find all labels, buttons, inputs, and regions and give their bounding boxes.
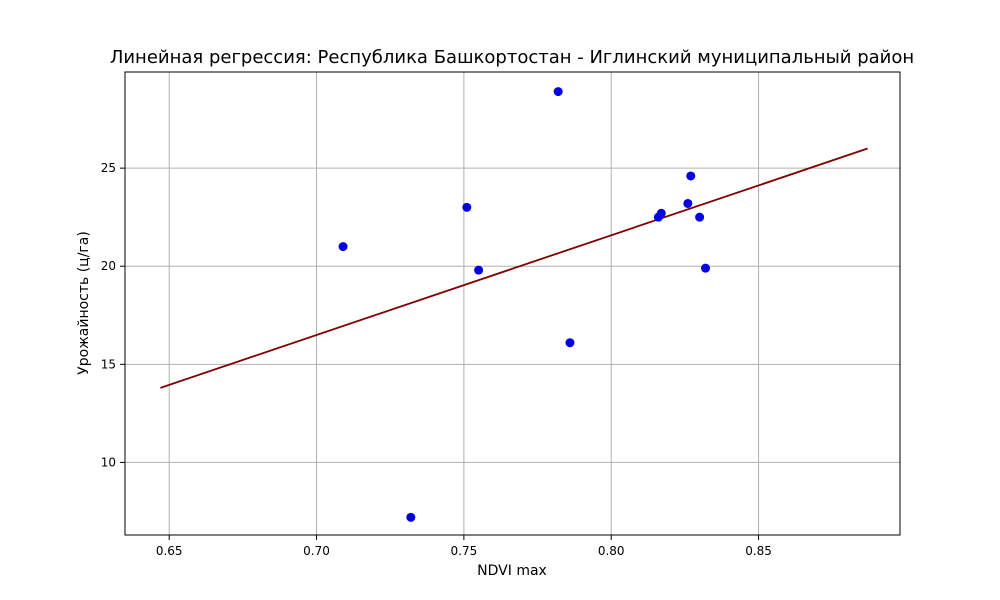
x-tick-label: 0.85	[745, 544, 772, 558]
data-point	[462, 202, 472, 212]
data-point	[686, 171, 696, 181]
data-point	[474, 265, 484, 275]
chart-title: Линейная регрессия: Республика Башкортос…	[110, 47, 914, 68]
data-point	[656, 208, 666, 218]
y-tick-label: 25	[101, 161, 116, 175]
x-tick-label: 0.80	[598, 544, 625, 558]
y-tick-label: 20	[101, 259, 116, 273]
data-point	[553, 87, 563, 97]
grid	[125, 72, 900, 535]
y-tick-label: 10	[101, 455, 116, 469]
data-point	[338, 242, 348, 252]
x-tick-label: 0.65	[156, 544, 183, 558]
y-axis-ticks: 10 15 20 25	[101, 161, 125, 469]
data-point	[695, 212, 705, 222]
data-points	[338, 87, 711, 522]
x-tick-label: 0.75	[451, 544, 478, 558]
regression-line-group	[160, 147, 868, 389]
data-point	[406, 512, 416, 522]
data-point	[565, 338, 575, 348]
plot-frame	[124, 71, 901, 536]
data-point	[683, 198, 693, 208]
y-tick-label: 15	[101, 357, 116, 371]
x-axis-ticks: 0.65 0.70 0.75 0.80 0.85	[156, 535, 772, 558]
x-tick-label: 0.70	[303, 544, 330, 558]
y-axis-label: Урожайность (ц/га)	[76, 231, 92, 375]
x-axis-label: NDVI max	[477, 563, 547, 579]
data-point	[701, 263, 711, 273]
regression-line	[160, 147, 868, 389]
